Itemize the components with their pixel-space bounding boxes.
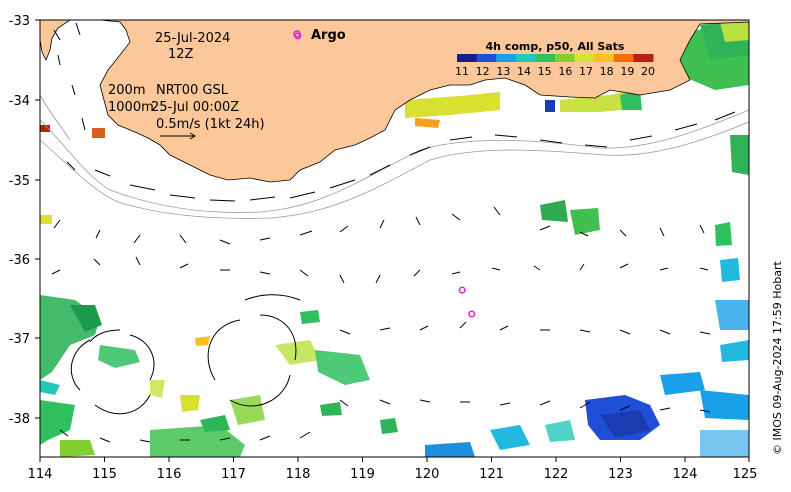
colorbar-tick-label: 16 xyxy=(558,65,572,78)
argo-float-marker xyxy=(468,310,476,318)
x-tick: 121 xyxy=(479,467,504,482)
x-tick: 122 xyxy=(544,467,569,482)
y-axis-labels: -33 -34 -35 -36 -37 -38 xyxy=(9,14,30,427)
product-label: NRT00 GSL xyxy=(156,83,229,98)
sst-colorbar: 4h comp, p50, All Sats 11 12 13 14 15 16 17 18 1… xyxy=(455,40,655,78)
y-tick: -33 xyxy=(9,14,30,29)
colorbar-ticks: 11 12 13 14 15 16 17 18 19 20 xyxy=(455,65,655,78)
colorbar-swatch xyxy=(457,54,478,62)
colorbar-tick-label: 14 xyxy=(517,65,531,78)
plot-frame xyxy=(39,19,750,458)
colorbar-tick-label: 12 xyxy=(476,65,490,78)
contour-200-label: 200m xyxy=(108,83,145,98)
y-tick: -37 xyxy=(9,332,30,347)
colorbar-tick-label: 17 xyxy=(579,65,593,78)
x-tick: 123 xyxy=(608,467,633,482)
axis-ticks xyxy=(35,19,750,462)
x-tick: 114 xyxy=(28,467,53,482)
x-tick: 120 xyxy=(415,467,440,482)
colorbar-swatch xyxy=(613,54,634,62)
scale-label: 0.5m/s (1kt 24h) xyxy=(156,117,265,132)
colorbar-swatches xyxy=(457,54,654,62)
x-axis-labels: 114 115 116 117 118 119 120 121 122 123 … xyxy=(28,467,758,482)
x-tick: 124 xyxy=(673,467,698,482)
colorbar-swatch xyxy=(496,54,517,62)
scale-arrow xyxy=(160,132,196,140)
credit-label: © IMOS 09-Aug-2024 17:59 Hobart xyxy=(771,261,784,455)
colorbar-swatch xyxy=(594,54,615,62)
colorbar-tick-label: 15 xyxy=(538,65,552,78)
y-tick: -34 xyxy=(9,94,30,109)
colorbar-tick-label: 13 xyxy=(496,65,510,78)
colorbar-swatch xyxy=(633,54,654,62)
colorbar-swatch xyxy=(476,54,497,62)
bathymetry-contours xyxy=(39,94,750,219)
sst-patches xyxy=(40,20,749,457)
contour-1000-label: 1000m xyxy=(108,100,154,115)
current-vectors xyxy=(51,22,736,443)
date-label: 25-Jul-2024 xyxy=(155,31,230,46)
colorbar-tick-label: 20 xyxy=(641,65,655,78)
colorbar-swatch xyxy=(515,54,536,62)
colorbar-title: 4h comp, p50, All Sats xyxy=(486,40,625,53)
x-tick: 117 xyxy=(221,467,246,482)
colorbar-swatch xyxy=(555,54,576,62)
x-tick: 115 xyxy=(92,467,117,482)
x-tick: 119 xyxy=(350,467,375,482)
x-tick: 118 xyxy=(286,467,311,482)
colorbar-swatch xyxy=(535,54,556,62)
colorbar-tick-label: 11 xyxy=(455,65,469,78)
argo-float-marker xyxy=(294,32,302,40)
x-tick: 116 xyxy=(157,467,182,482)
colorbar-tick-label: 19 xyxy=(620,65,634,78)
argo-floats xyxy=(294,32,476,318)
y-tick: -36 xyxy=(9,253,30,268)
argo-float-marker xyxy=(458,286,466,294)
argo-legend-label: Argo xyxy=(311,28,346,43)
x-tick: 125 xyxy=(733,467,758,482)
product-time-label: 25-Jul 00:00Z xyxy=(151,100,239,115)
colorbar-swatch xyxy=(574,54,595,62)
time-label: 12Z xyxy=(168,47,194,62)
colorbar-tick-label: 18 xyxy=(600,65,614,78)
y-tick: -38 xyxy=(9,412,30,427)
y-tick: -35 xyxy=(9,174,30,189)
